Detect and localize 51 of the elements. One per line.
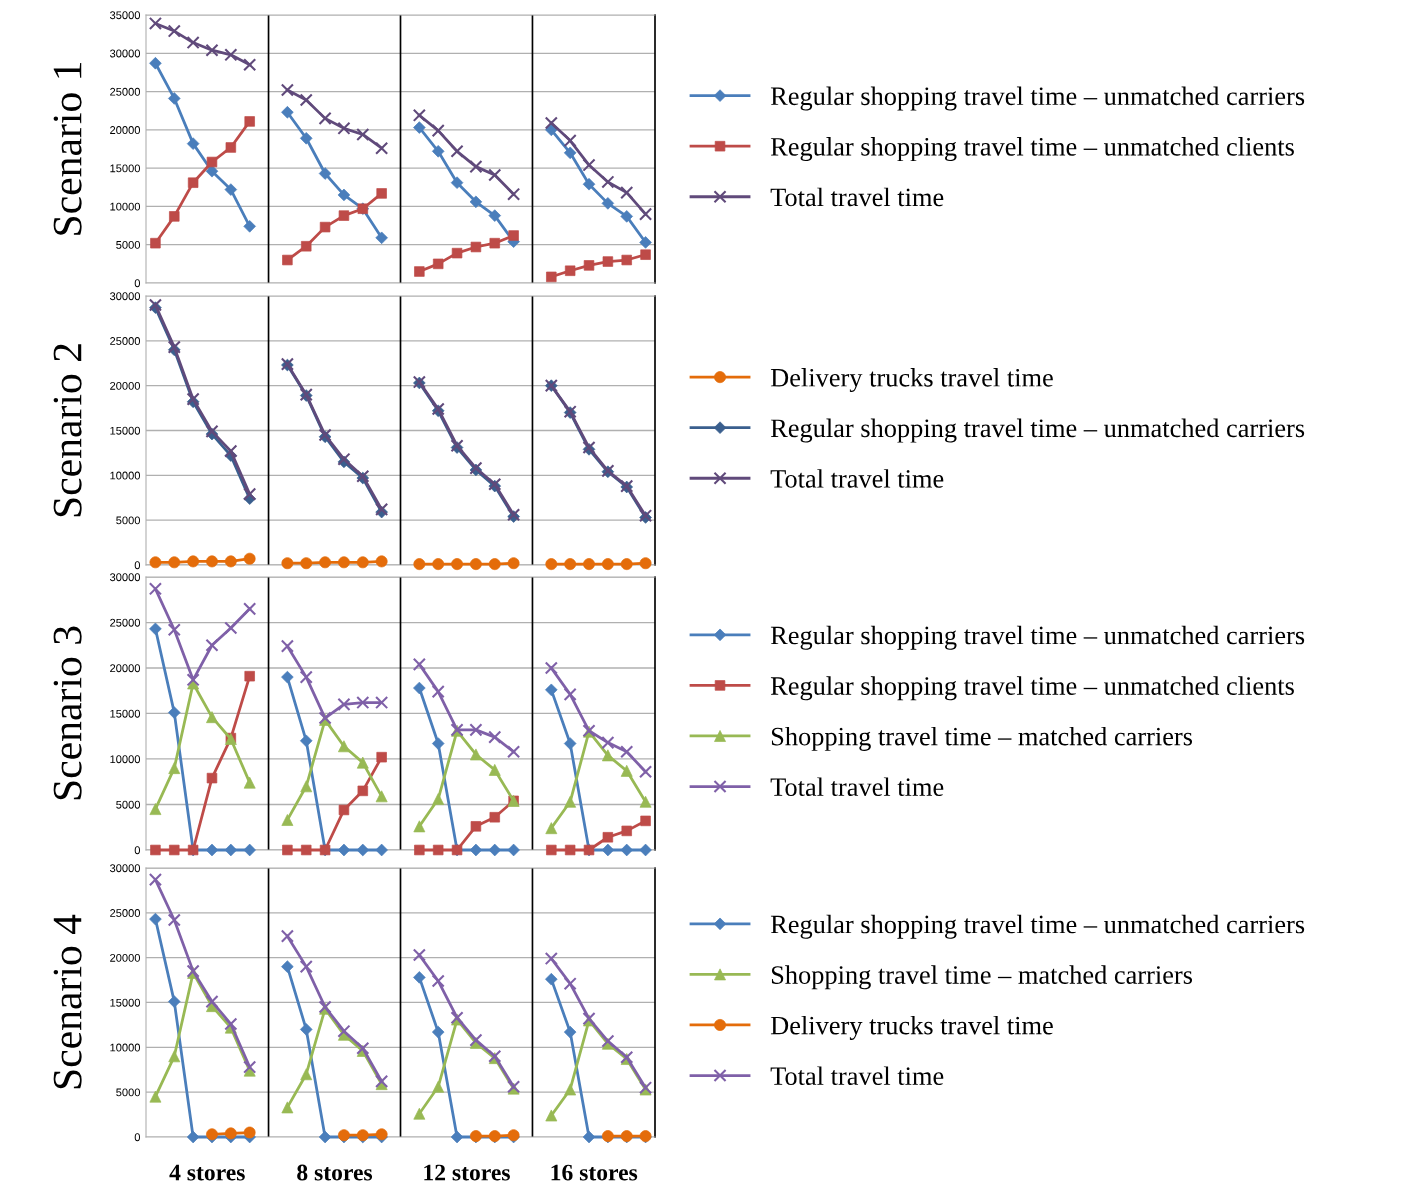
legend-label: Delivery trucks travel time [770,1015,1053,1040]
y-tick-label: 30000 [109,573,141,582]
y-tick-label: 20000 [110,126,141,134]
y-tick-label: 35000 [109,11,141,20]
legend-label: Total travel time [770,1066,944,1086]
y-tick-label: 15000 [110,998,141,1007]
legend-label: Shopping travel time – matched carriers [771,726,1193,751]
text: 12 stores [424,1164,510,1181]
legend-label: Shopping travel time – matched carriers [771,965,1193,990]
y-tick-label: 15000 [110,426,141,435]
y-tick-label: 25000 [110,909,141,917]
y-tick-label: 5000 [116,1088,141,1097]
y-axis-title: Scenario 4 [53,914,82,1089]
y-tick-label: 10000 [110,755,141,764]
y-tick-label: 5000 [116,516,141,525]
y-tick-label: 0 [134,279,141,288]
y-tick-label: 5000 [116,240,141,249]
y-tick-label: 20000 [110,381,141,390]
legend-label: Regular shopping travel time – unmatched clients [770,137,1294,162]
y-tick-label: 30000 [109,49,141,58]
y-tick-label: 10000 [110,202,141,211]
y-tick-label: 15000 [110,709,141,718]
legend-label: Delivery trucks travel time [770,368,1053,393]
y-tick-label: 10000 [110,1043,141,1052]
y-axis-title: Scenario 2 [53,344,82,517]
y-axis-title: Scenario 1 [53,62,82,235]
legend-label: Total travel time [770,777,944,797]
legend-label: Regular shopping travel time – unmatched carriers [770,914,1305,939]
y-tick-label: 30000 [109,292,141,301]
y-tick-label: 5000 [116,800,141,809]
y-tick-label: 15000 [110,164,141,173]
y-tick-label: 30000 [109,864,141,873]
legend-label: Regular shopping travel time – unmatched carriers [770,86,1305,111]
y-tick-label: 0 [134,561,141,570]
legend-label: Regular shopping travel time – unmatched carriers [770,625,1305,650]
text: 8 stores [297,1164,373,1181]
y-tick-label: 25000 [110,337,141,345]
y-tick-label: 0 [134,1133,141,1142]
legend-label: Regular shopping travel time – unmatched carriers [770,418,1305,443]
y-tick-label: 25000 [110,87,141,96]
text: 4 stores [169,1164,245,1181]
y-axis-title: Scenario 3 [53,626,82,800]
y-tick-label: 10000 [110,471,141,480]
y-tick-label: 25000 [110,618,141,627]
y-tick-label: 0 [134,846,141,855]
legend-label: Total travel time [770,469,944,488]
y-tick-label: 20000 [110,953,141,962]
y-tick-label: 20000 [110,664,141,673]
text: 16 stores [551,1164,638,1181]
legend-label: Regular shopping travel time – unmatched clients [770,676,1294,701]
legend-label: Total travel time [770,187,944,207]
